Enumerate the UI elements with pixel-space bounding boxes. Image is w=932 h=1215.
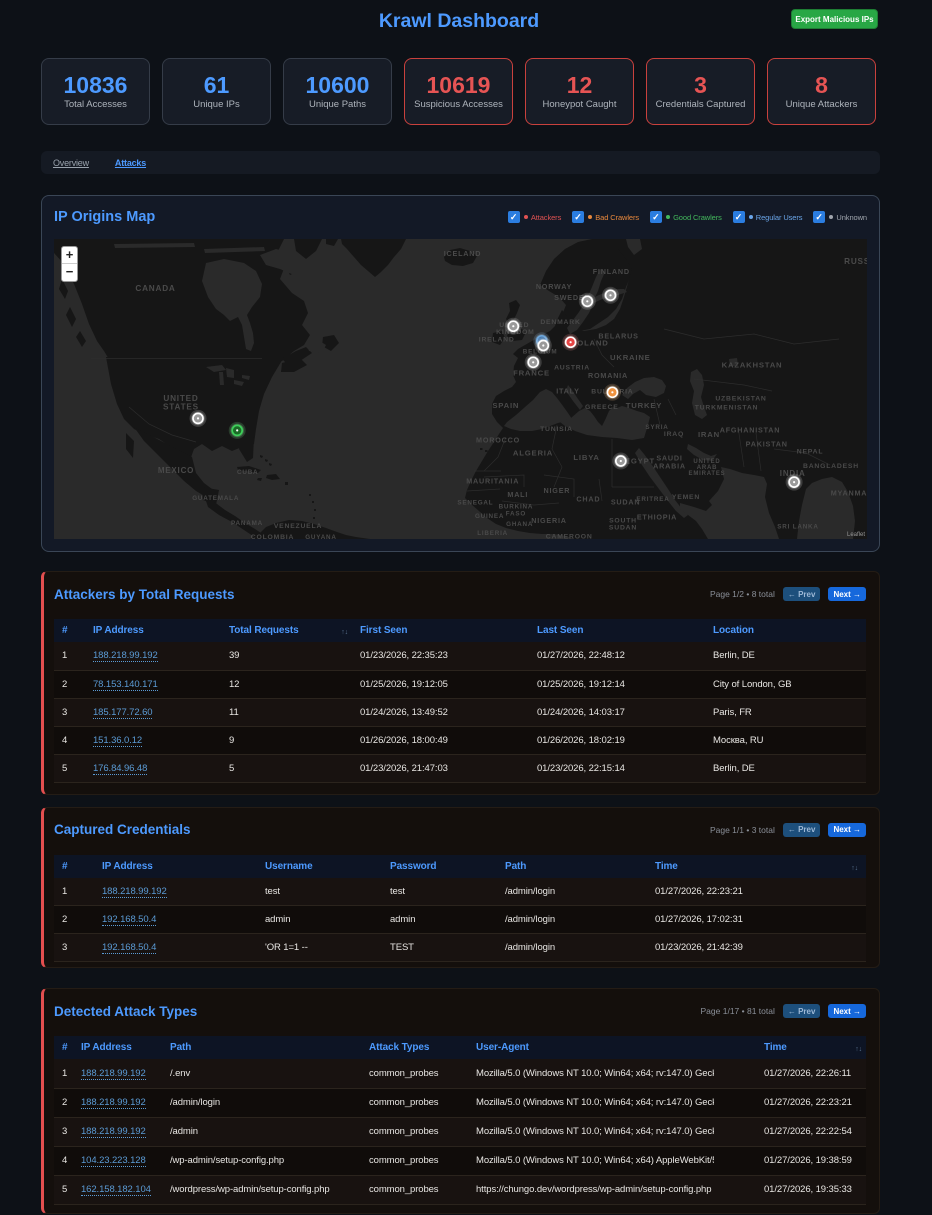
svg-text:SUDAN: SUDAN — [609, 525, 637, 532]
svg-text:GREECE: GREECE — [585, 404, 619, 411]
svg-text:NORWAY: NORWAY — [536, 282, 572, 291]
svg-text:CHAD: CHAD — [576, 495, 600, 504]
svg-text:BELGIUM: BELGIUM — [523, 349, 558, 356]
svg-text:SYRIA: SYRIA — [645, 424, 668, 431]
svg-text:PAKISTAN: PAKISTAN — [746, 440, 788, 449]
svg-text:VENEZUELA: VENEZUELA — [274, 523, 322, 530]
svg-text:IRAQ: IRAQ — [664, 431, 684, 438]
svg-text:SAUDI: SAUDI — [656, 454, 682, 463]
svg-text:GUATEMALA: GUATEMALA — [192, 495, 239, 502]
svg-text:LIBYA: LIBYA — [573, 453, 599, 462]
svg-text:GHANA: GHANA — [506, 521, 533, 528]
svg-text:CANADA: CANADA — [135, 284, 175, 293]
svg-text:BELARUS: BELARUS — [598, 332, 638, 341]
svg-text:AFGHANISTAN: AFGHANISTAN — [720, 426, 781, 435]
svg-text:ALGERIA: ALGERIA — [513, 449, 553, 458]
svg-text:IRELAND: IRELAND — [479, 337, 515, 344]
svg-text:MYANMAR: MYANMAR — [831, 489, 867, 498]
svg-text:ICELAND: ICELAND — [444, 249, 482, 258]
svg-text:MOROCCO: MOROCCO — [476, 436, 520, 445]
svg-text:MAURITANIA: MAURITANIA — [466, 477, 519, 486]
svg-text:FRANCE: FRANCE — [513, 369, 550, 378]
svg-text:DENMARK: DENMARK — [540, 319, 580, 326]
svg-text:UKRAINE: UKRAINE — [610, 353, 651, 362]
svg-text:LIBERIA: LIBERIA — [477, 530, 508, 537]
svg-text:GUYANA: GUYANA — [305, 534, 337, 539]
svg-text:ETHIOPIA: ETHIOPIA — [637, 513, 677, 522]
svg-text:KINGDOM: KINGDOM — [496, 329, 534, 336]
svg-text:INDIA: INDIA — [780, 469, 806, 478]
svg-text:UZBEKISTAN: UZBEKISTAN — [715, 396, 766, 403]
svg-text:BANGLADESH: BANGLADESH — [803, 463, 859, 470]
svg-text:ITALY: ITALY — [556, 387, 580, 396]
svg-text:KAZAKHSTAN: KAZAKHSTAN — [722, 361, 783, 370]
svg-text:EGYPT: EGYPT — [625, 457, 655, 466]
svg-text:SOUTH: SOUTH — [609, 518, 637, 525]
svg-text:RUSSIA: RUSSIA — [844, 257, 867, 266]
svg-text:TURKMENISTAN: TURKMENISTAN — [695, 405, 758, 412]
svg-text:SRI LANKA: SRI LANKA — [777, 524, 818, 531]
svg-text:SPAIN: SPAIN — [492, 401, 519, 410]
svg-text:FASO: FASO — [506, 511, 526, 518]
svg-text:SENEGAL: SENEGAL — [457, 500, 493, 507]
svg-text:UNITED: UNITED — [163, 394, 198, 403]
svg-text:NIGER: NIGER — [544, 486, 571, 495]
svg-text:AUSTRIA: AUSTRIA — [554, 365, 590, 372]
svg-text:PANAMA: PANAMA — [231, 520, 263, 527]
svg-text:TUNISIA: TUNISIA — [540, 426, 573, 433]
svg-text:NIGERIA: NIGERIA — [531, 516, 567, 525]
svg-text:TURKEY: TURKEY — [626, 401, 662, 410]
svg-text:ERITREA: ERITREA — [636, 496, 669, 503]
svg-text:IRAN: IRAN — [698, 430, 720, 439]
svg-text:CUBA: CUBA — [237, 469, 258, 476]
svg-text:EMIRATES: EMIRATES — [689, 471, 726, 477]
svg-text:GUINEA: GUINEA — [475, 513, 504, 520]
svg-text:STATES: STATES — [163, 403, 199, 412]
svg-text:ARABIA: ARABIA — [653, 462, 686, 471]
svg-text:SUDAN: SUDAN — [611, 498, 641, 507]
svg-text:FINLAND: FINLAND — [593, 267, 630, 276]
svg-text:MALI: MALI — [507, 490, 528, 499]
svg-text:UNITED: UNITED — [693, 459, 720, 465]
svg-text:SWEDEN: SWEDEN — [554, 293, 590, 302]
svg-text:MEXICO: MEXICO — [158, 466, 194, 475]
svg-text:CAMEROON: CAMEROON — [546, 534, 593, 540]
svg-text:YEMEN: YEMEN — [672, 494, 700, 501]
svg-text:BURKINA: BURKINA — [499, 504, 534, 511]
svg-text:ROMANIA: ROMANIA — [588, 371, 628, 380]
svg-text:COLOMBIA: COLOMBIA — [251, 534, 294, 539]
svg-text:POLAND: POLAND — [571, 339, 608, 348]
svg-text:ARAB: ARAB — [697, 465, 718, 471]
svg-text:NEPAL: NEPAL — [797, 449, 824, 456]
